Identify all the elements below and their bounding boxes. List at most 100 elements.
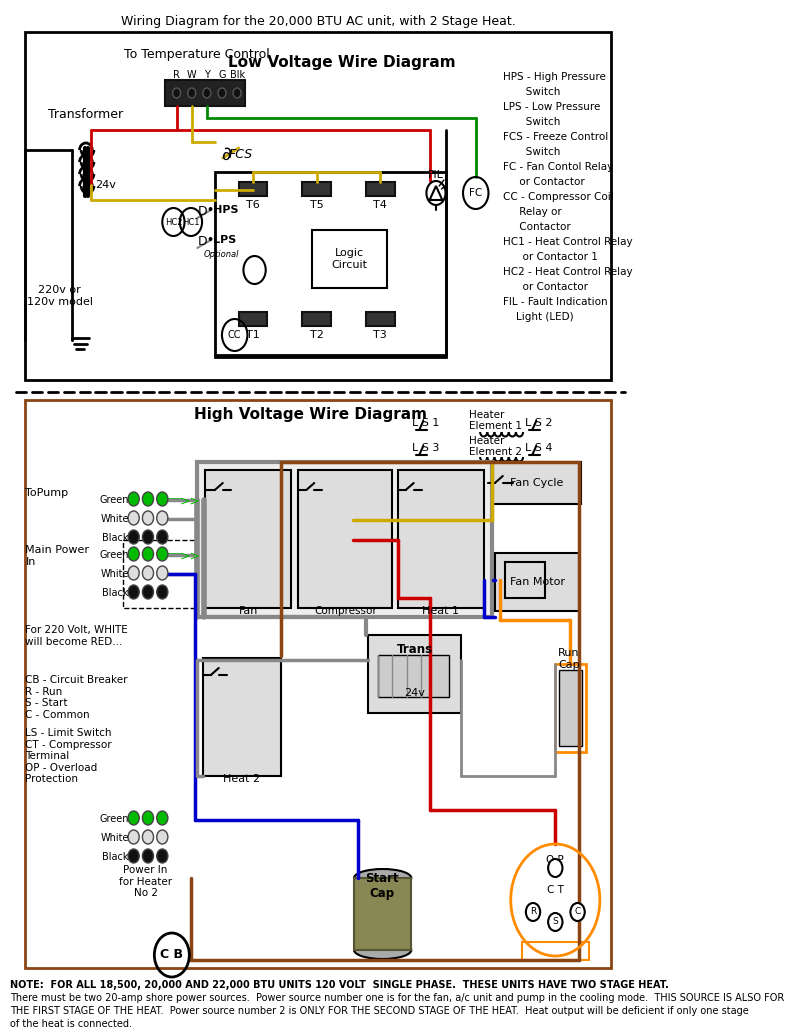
Circle shape	[142, 830, 154, 844]
Circle shape	[128, 830, 139, 844]
Text: ToPump: ToPump	[26, 488, 69, 498]
Text: Fan Motor: Fan Motor	[510, 577, 565, 587]
Circle shape	[128, 547, 139, 562]
Circle shape	[233, 88, 241, 98]
Text: D: D	[198, 235, 207, 248]
Text: G: G	[218, 70, 226, 80]
Text: Trans: Trans	[397, 643, 433, 656]
Text: Heat 2: Heat 2	[223, 774, 261, 784]
Circle shape	[142, 530, 154, 544]
Text: R: R	[530, 908, 536, 917]
Text: of the heat is connected.: of the heat is connected.	[10, 1019, 131, 1029]
Text: Green: Green	[99, 814, 129, 824]
Text: T6: T6	[246, 200, 260, 210]
Text: T3: T3	[374, 330, 387, 340]
Text: L S 2: L S 2	[525, 418, 553, 428]
Ellipse shape	[354, 869, 411, 887]
Circle shape	[128, 492, 139, 506]
Text: 220v or
120v model: 220v or 120v model	[26, 285, 93, 307]
Text: Fan: Fan	[238, 606, 258, 616]
Circle shape	[157, 530, 168, 544]
Text: Start
Cap: Start Cap	[365, 872, 398, 900]
Text: THE FIRST STAGE OF THE HEAT.  Power source number 2 is ONLY FOR THE SECOND STAGE: THE FIRST STAGE OF THE HEAT. Power sourc…	[10, 1006, 748, 1016]
Text: Compressor: Compressor	[314, 606, 377, 616]
Circle shape	[128, 811, 139, 825]
Bar	[495, 553, 579, 611]
Circle shape	[157, 492, 168, 506]
Text: •LPS: •LPS	[207, 235, 237, 244]
Bar	[238, 312, 267, 326]
Bar	[198, 462, 492, 617]
Text: L S 3: L S 3	[412, 443, 439, 453]
Circle shape	[142, 585, 154, 599]
Text: or Contactor 1: or Contactor 1	[502, 252, 598, 262]
Circle shape	[157, 848, 168, 863]
Text: FC - Fan Contol Relay: FC - Fan Contol Relay	[502, 162, 613, 172]
Bar	[559, 670, 582, 746]
Text: Black: Black	[102, 533, 129, 543]
Bar	[166, 80, 245, 106]
Text: Power In
for Heater
No 2: Power In for Heater No 2	[119, 865, 172, 898]
Circle shape	[157, 811, 168, 825]
Text: L S 1: L S 1	[412, 418, 439, 428]
Bar	[26, 400, 611, 968]
Circle shape	[128, 585, 139, 599]
Text: ∂: ∂	[221, 145, 231, 164]
Circle shape	[157, 566, 168, 580]
Text: L S 4: L S 4	[525, 443, 553, 453]
Text: Switch: Switch	[502, 87, 560, 97]
Text: Element 2: Element 2	[470, 447, 522, 457]
Text: Green: Green	[99, 550, 129, 560]
Text: Wiring Diagram for the 20,000 BTU AC unit, with 2 Stage Heat.: Wiring Diagram for the 20,000 BTU AC uni…	[121, 15, 516, 28]
Text: FIL: FIL	[428, 170, 444, 180]
Bar	[366, 312, 394, 326]
Text: CC: CC	[228, 330, 242, 340]
Text: LS - Limit Switch
CT - Compressor
Terminal
OP - Overload
Protection: LS - Limit Switch CT - Compressor Termin…	[26, 728, 112, 784]
Text: FIL - Fault Indication: FIL - Fault Indication	[502, 297, 607, 307]
Bar	[378, 655, 450, 697]
Text: or Contactor: or Contactor	[502, 177, 585, 188]
Bar	[505, 562, 545, 598]
Text: •HPS: •HPS	[207, 205, 239, 215]
Bar	[26, 32, 611, 380]
Text: Heater: Heater	[470, 410, 505, 420]
Bar	[312, 230, 387, 288]
Bar	[398, 470, 484, 608]
Text: Heat 1: Heat 1	[422, 606, 459, 616]
Text: W: W	[187, 70, 197, 80]
Text: O P: O P	[546, 855, 564, 865]
Text: C T: C T	[547, 885, 564, 895]
Text: Heater: Heater	[470, 436, 505, 447]
Text: CC - Compressor Coil: CC - Compressor Coil	[502, 192, 614, 202]
Bar	[366, 182, 394, 196]
Bar	[367, 635, 462, 713]
Bar	[494, 462, 581, 503]
Text: Run
Cap: Run Cap	[558, 648, 580, 669]
Text: Fan Cycle: Fan Cycle	[510, 478, 564, 488]
Text: Optional: Optional	[204, 250, 239, 259]
Circle shape	[570, 903, 585, 921]
Text: T2: T2	[310, 330, 323, 340]
Text: Switch: Switch	[502, 147, 560, 157]
Text: High Voltage Wire Diagram: High Voltage Wire Diagram	[194, 407, 426, 422]
Text: Switch: Switch	[502, 117, 560, 127]
Bar	[354, 877, 411, 950]
Text: Y: Y	[204, 70, 210, 80]
Circle shape	[188, 88, 196, 98]
Text: FCS - Freeze Control: FCS - Freeze Control	[502, 132, 608, 142]
Text: >>: >>	[180, 495, 201, 508]
Circle shape	[203, 88, 211, 98]
Text: White: White	[100, 569, 129, 579]
Text: For 220 Volt, WHITE
will become RED...: For 220 Volt, WHITE will become RED...	[26, 625, 128, 646]
Text: T1: T1	[246, 330, 260, 340]
Text: HC1 - Heat Control Relay: HC1 - Heat Control Relay	[502, 237, 633, 247]
Text: Relay or: Relay or	[502, 207, 562, 217]
Text: LPS - Low Pressure: LPS - Low Pressure	[502, 102, 600, 112]
Text: C B: C B	[160, 948, 183, 961]
Bar	[123, 540, 195, 608]
Circle shape	[218, 88, 226, 98]
Text: HC2: HC2	[165, 218, 182, 227]
Text: There must be two 20-amp shore power sources.  Power source number one is for th: There must be two 20-amp shore power sou…	[10, 992, 784, 1003]
Text: C: C	[574, 908, 581, 917]
Text: T4: T4	[374, 200, 387, 210]
